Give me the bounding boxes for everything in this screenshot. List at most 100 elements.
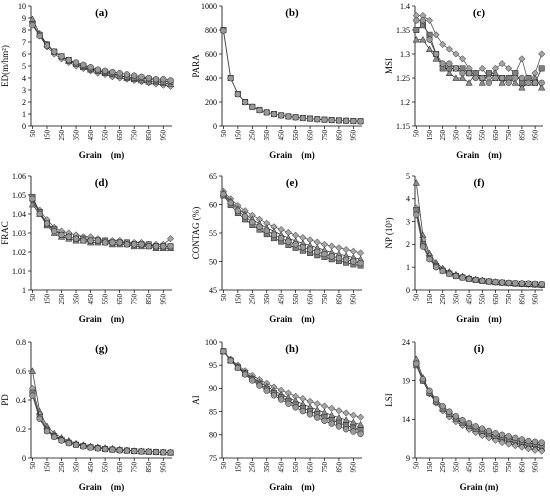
x-tick-label: 50	[413, 462, 421, 470]
panel-label: (h)	[285, 343, 299, 355]
data-point	[452, 74, 460, 81]
y-tick-label: 8	[22, 26, 26, 35]
data-point	[335, 117, 343, 124]
y-tick-label: 1000	[201, 2, 217, 11]
data-point	[335, 423, 343, 430]
data-point	[278, 235, 285, 242]
y-tick-label: 4	[406, 195, 410, 204]
data-point	[263, 387, 270, 394]
x-tick-label: 950	[160, 462, 168, 473]
x-tick-label: 750	[131, 130, 139, 141]
data-point	[335, 407, 343, 415]
panel-label: (e)	[286, 177, 299, 189]
data-point	[234, 207, 242, 214]
data-point	[72, 59, 80, 66]
data-point	[525, 79, 532, 86]
data-point	[492, 278, 499, 286]
data-point	[145, 74, 152, 82]
data-point	[131, 448, 138, 455]
data-point	[72, 441, 80, 449]
data-point	[425, 45, 434, 53]
x-tick-label: 950	[531, 294, 539, 305]
x-tick-label: 150	[426, 130, 434, 141]
x-tick-label: 150	[234, 130, 242, 141]
data-point	[459, 70, 466, 77]
data-point	[328, 242, 336, 250]
data-point	[485, 427, 493, 435]
data-point	[439, 403, 446, 410]
data-point	[321, 250, 328, 258]
data-point	[234, 364, 242, 372]
x-tick-label: 50	[29, 294, 37, 302]
data-point	[102, 446, 109, 453]
chart-panel: 0 0.2 0.4 0.6 0.8 50 150 250 350 450 550 650 750 850 9…	[0, 338, 175, 492]
x-tick-label: 450	[278, 462, 286, 473]
data-point	[472, 276, 479, 284]
data-point	[413, 17, 420, 24]
data-point	[445, 69, 453, 77]
data-point	[512, 434, 519, 442]
x-tick-label: 250	[58, 294, 66, 305]
panel-label: (b)	[285, 7, 299, 19]
data-point	[413, 211, 420, 218]
data-point	[123, 241, 131, 248]
y-tick-label: 2	[406, 240, 410, 249]
data-point	[538, 79, 545, 86]
x-tick-label: 850	[518, 462, 526, 473]
x-tick-label: 850	[145, 130, 153, 141]
data-point	[498, 60, 506, 68]
y-tick-label: 3	[406, 217, 410, 226]
x-tick-label: 350	[263, 130, 271, 141]
x-tick-label: 250	[249, 462, 257, 473]
x-tick-label: 950	[531, 130, 539, 141]
x-axis-label: Grain (m)	[456, 314, 502, 324]
data-point	[342, 409, 350, 417]
x-tick-label: 850	[335, 130, 343, 141]
data-point	[160, 243, 167, 250]
data-point	[419, 375, 427, 383]
x-tick-label: 650	[116, 130, 124, 141]
y-tick-label: 14	[402, 415, 410, 424]
data-point	[335, 244, 343, 252]
x-axis-label: Grain (m)	[269, 150, 315, 160]
data-point	[426, 256, 433, 263]
y-tick-label: 0.2	[16, 425, 26, 434]
data-point	[278, 112, 285, 119]
chart-panel: 0 200 400 600 800 1000 50 150 250 350 450 550 650 750…	[191, 2, 364, 160]
data-point	[439, 40, 447, 48]
y-tick-label: 95	[209, 361, 217, 370]
y-tick-label: 1.3	[400, 50, 410, 59]
data-point	[58, 53, 65, 60]
y-tick-label: 0	[22, 454, 26, 463]
data-point	[80, 61, 87, 68]
data-point	[51, 48, 58, 55]
x-tick-label: 350	[263, 462, 271, 473]
y-tick-label: 90	[209, 384, 217, 393]
data-point	[241, 213, 249, 220]
data-point	[432, 396, 440, 403]
data-point	[138, 448, 145, 455]
data-point	[518, 83, 526, 91]
data-point	[29, 392, 36, 399]
y-tick-label: 10	[18, 2, 26, 11]
y-tick-label: 45	[209, 286, 217, 295]
x-axis-label: Grain (m)	[79, 150, 125, 160]
data-point	[538, 83, 546, 91]
data-point	[80, 443, 87, 450]
data-point	[306, 411, 314, 418]
x-tick-label: 450	[87, 130, 95, 141]
x-tick-label: 150	[426, 462, 434, 473]
data-point	[478, 79, 486, 86]
data-point	[518, 436, 526, 443]
data-point	[505, 279, 512, 287]
data-point	[36, 415, 43, 422]
x-tick-label: 150	[43, 462, 51, 473]
y-axis-label: MSI	[384, 58, 394, 74]
data-point	[459, 274, 466, 281]
y-axis-label: LSI	[384, 393, 394, 407]
data-point	[72, 235, 80, 242]
data-point	[432, 50, 440, 58]
data-point	[116, 239, 123, 246]
x-tick-label: 150	[234, 294, 242, 305]
